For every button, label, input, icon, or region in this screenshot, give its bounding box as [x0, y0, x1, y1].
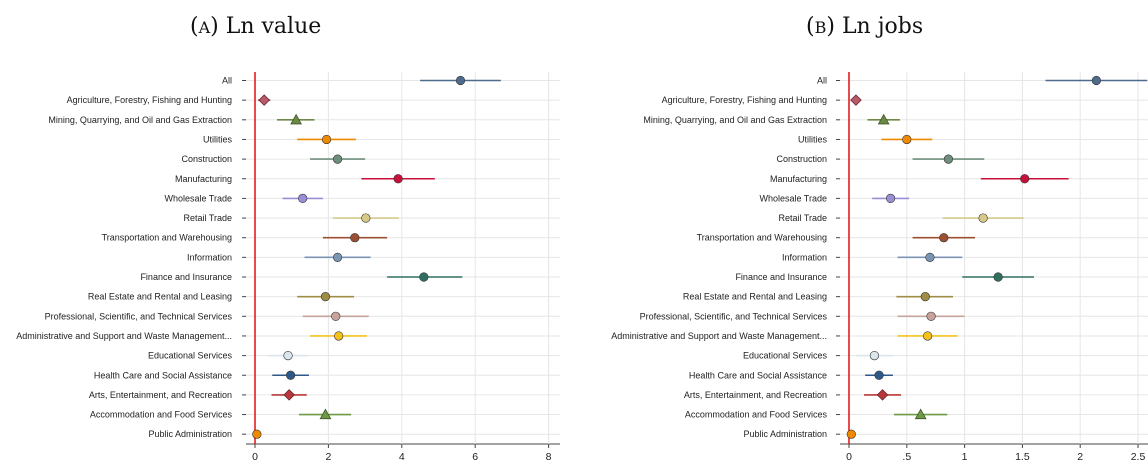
category-label: Agriculture, Forestry, Fishing and Hunti… [67, 95, 232, 105]
category-label: Wholesale Trade [164, 193, 232, 203]
point-estimate-marker [939, 233, 949, 243]
category-label: Educational Services [148, 351, 233, 361]
panel-b-plot: 0 .5 1 1.5 2 2.5 All Agriculture, Forestry, Fis… [611, 72, 1148, 463]
point-estimate-marker [943, 154, 954, 164]
category-label: Wholesale Trade [759, 193, 827, 203]
point-estimate-marker [350, 233, 360, 243]
point-estimate-marker [258, 94, 270, 106]
category-label: Public Administration [743, 429, 827, 439]
point-estimate-marker [283, 389, 295, 401]
point-estimate-marker [926, 311, 936, 321]
category-label: Public Administration [148, 429, 232, 439]
point-estimate-marker [877, 113, 890, 125]
point-estimate-marker [334, 331, 344, 341]
point-estimate-marker [993, 272, 1003, 282]
category-label: Construction [181, 154, 232, 164]
point-estimate-marker [914, 408, 927, 420]
panel-a-title: (A) Ln value [190, 14, 322, 39]
category-label: Mining, Quarrying, and Oil and Gas Extra… [48, 115, 232, 125]
point-estimate-marker [319, 408, 332, 420]
point-estimate-marker [874, 370, 884, 380]
point-estimate-marker [285, 370, 296, 380]
category-label: Administrative and Support and Waste Man… [16, 331, 232, 341]
category-label: Retail Trade [778, 213, 827, 223]
point-estimate-marker [298, 193, 308, 203]
point-estimate-marker [332, 252, 343, 262]
category-label: Mining, Quarrying, and Oil and Gas Extra… [643, 115, 827, 125]
category-label: Agriculture, Forestry, Fishing and Hunti… [662, 95, 827, 105]
point-estimate-marker [283, 351, 293, 361]
x-tick-label: 0 [252, 451, 258, 463]
category-label: Information [187, 252, 232, 262]
category-label: Real Estate and Rental and Leasing [88, 292, 232, 302]
point-estimate-marker [902, 134, 912, 145]
point-estimate-marker [361, 213, 371, 223]
point-estimate-marker [321, 134, 332, 145]
category-label: Finance and Insurance [735, 272, 827, 282]
category-label: Retail Trade [183, 213, 232, 223]
category-label: Transportation and Warehousing [697, 233, 827, 243]
point-estimate-marker [455, 75, 466, 86]
point-estimate-marker [920, 292, 930, 302]
x-tick-label: 1 [962, 451, 968, 463]
point-estimate-marker [332, 154, 343, 164]
x-tick-label: 8 [546, 451, 552, 463]
category-label: Finance and Insurance [140, 272, 232, 282]
category-label: Health Care and Social Assistance [689, 370, 827, 380]
point-estimate-marker [886, 193, 896, 203]
category-label: Transportation and Warehousing [102, 233, 232, 243]
point-estimate-marker [846, 429, 856, 439]
x-tick-label: 4 [399, 451, 405, 463]
category-label: Manufacturing [770, 174, 827, 184]
point-estimate-marker [252, 429, 262, 439]
category-label: Administrative and Support and Waste Man… [611, 331, 827, 341]
category-label: Information [782, 252, 827, 262]
category-label: Real Estate and Rental and Leasing [683, 292, 827, 302]
point-estimate-marker [331, 311, 341, 321]
category-label: Utilities [203, 134, 233, 144]
x-tick-label: .5 [902, 451, 911, 463]
panel-a-plot: 0 2 4 6 8 All Agriculture, Forestry, Fishing a… [16, 72, 560, 463]
point-estimate-marker [978, 213, 988, 223]
point-estimate-marker [850, 94, 862, 106]
point-estimate-marker [290, 113, 302, 125]
point-estimate-marker [925, 252, 935, 262]
category-label: Accommodation and Food Services [90, 410, 233, 420]
x-tick-label: 2.5 [1131, 451, 1146, 463]
x-tick-label: 2 [1077, 451, 1083, 463]
category-label: Professional, Scientific, and Technical … [45, 311, 233, 321]
category-label: Utilities [798, 134, 828, 144]
category-label: Health Care and Social Assistance [94, 370, 232, 380]
category-label: Arts, Entertainment, and Recreation [684, 390, 827, 400]
category-label: Accommodation and Food Services [685, 410, 828, 420]
category-label: Professional, Scientific, and Technical … [640, 311, 828, 321]
point-estimate-marker [393, 174, 403, 184]
point-estimate-marker [923, 331, 933, 341]
x-tick-label: 0 [846, 451, 852, 463]
category-label: Construction [776, 154, 827, 164]
point-estimate-marker [1020, 174, 1030, 184]
point-estimate-marker [869, 351, 880, 361]
panel-b-title: (B) Ln jobs [806, 14, 924, 39]
category-label: All [817, 76, 827, 86]
x-tick-label: 2 [325, 451, 331, 463]
x-tick-label: 1.5 [1015, 451, 1030, 463]
point-estimate-marker [419, 272, 429, 282]
category-label: Arts, Entertainment, and Recreation [89, 390, 232, 400]
category-label: Manufacturing [175, 174, 232, 184]
category-label: All [222, 76, 232, 86]
point-estimate-marker [320, 292, 331, 302]
category-label: Educational Services [743, 351, 828, 361]
point-estimate-marker [1091, 75, 1101, 86]
x-tick-label: 6 [472, 451, 478, 463]
point-estimate-marker [876, 389, 889, 401]
